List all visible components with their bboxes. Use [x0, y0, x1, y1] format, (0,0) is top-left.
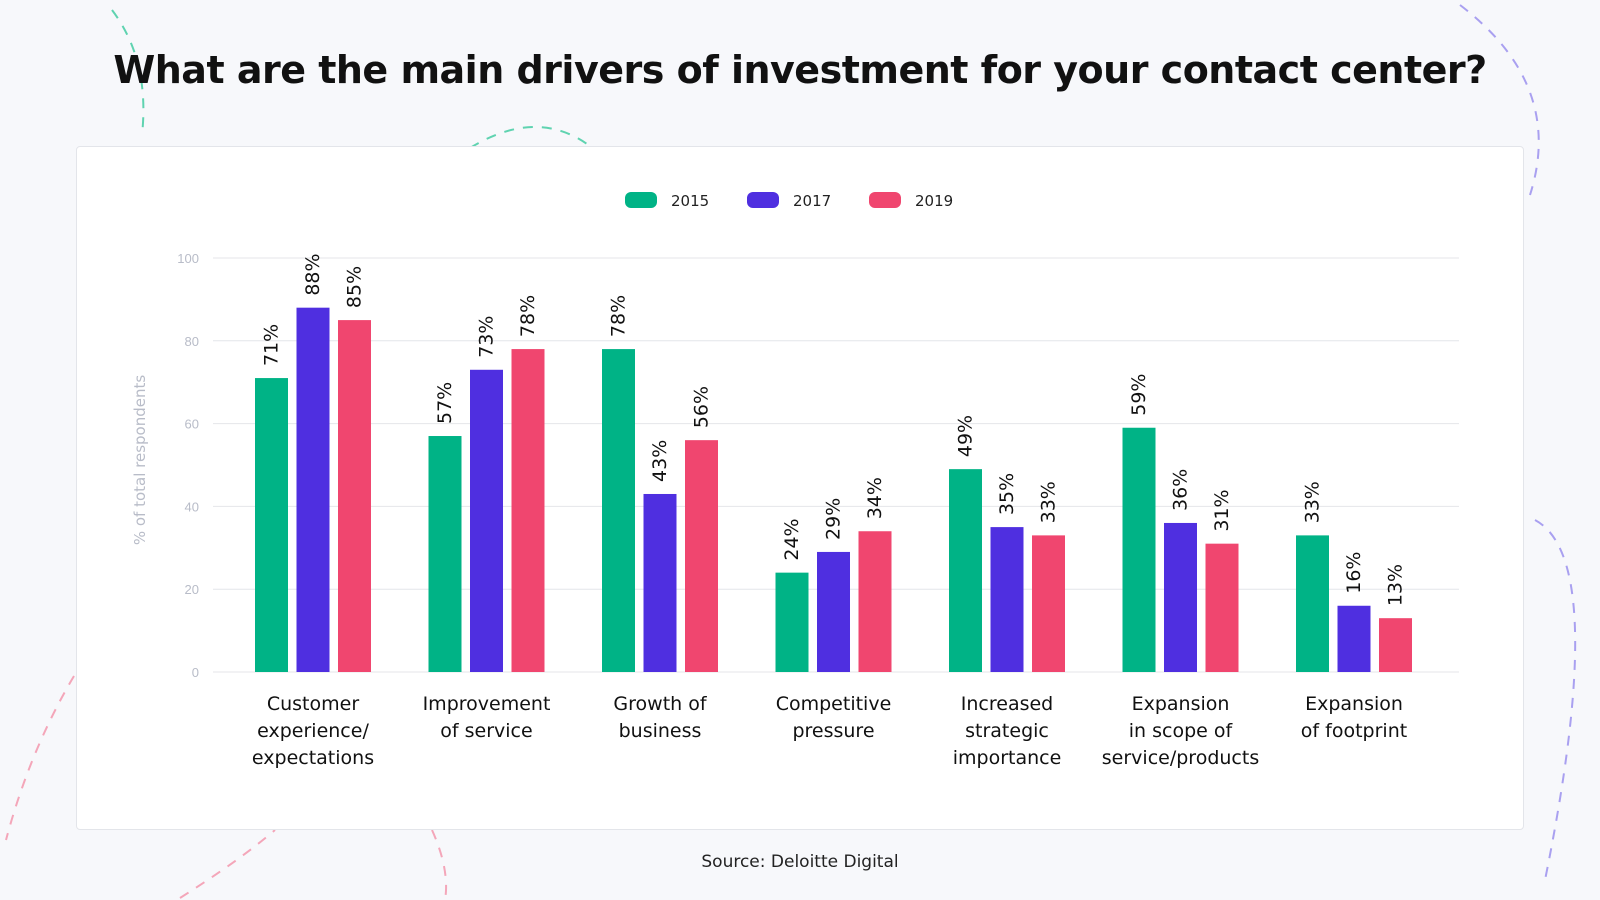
bar-2017-2: [643, 493, 677, 672]
bar-2019-6: [1379, 618, 1412, 672]
category-label-line: pressure: [792, 720, 874, 742]
bar-2015-5: [1122, 427, 1156, 672]
data-label: 13%: [1385, 564, 1407, 606]
category-label-line: service/products: [1102, 747, 1259, 769]
deco-curve-green: [111, 9, 145, 136]
legend-label-2017: 2017: [793, 192, 831, 210]
data-label: 35%: [996, 473, 1018, 515]
deco-curve-pink: [5, 675, 75, 841]
data-label: 43%: [649, 440, 671, 482]
bar-2019-4: [1032, 535, 1065, 672]
category-label-line: strategic: [965, 720, 1049, 742]
y-axis-label: % of total respondents: [131, 375, 149, 546]
data-label: 57%: [434, 382, 456, 424]
bar-2015-4: [949, 469, 982, 672]
bar-2017-3: [817, 551, 850, 672]
category-label: Expansion of footprint: [1301, 693, 1407, 742]
data-label: 16%: [1343, 552, 1365, 594]
bar-2017-0: [296, 307, 330, 672]
y-tick-label: 100: [177, 251, 199, 266]
deco-curve-purple: [1459, 4, 1540, 196]
category-label-line: expectations: [252, 747, 374, 769]
bar-2019-5: [1205, 543, 1239, 672]
y-tick-label: 20: [185, 582, 199, 597]
data-label: 31%: [1211, 489, 1233, 531]
bar-2019-1: [511, 349, 545, 672]
y-tick-label: 80: [185, 334, 199, 349]
source-note: Source: Deloitte Digital: [701, 852, 899, 872]
data-label: 33%: [1038, 481, 1060, 523]
data-label: 59%: [1128, 374, 1150, 416]
category-label-line: Increased: [961, 693, 1053, 715]
bar-2015-0: [255, 378, 288, 672]
data-label: 85%: [344, 266, 366, 308]
category-label-line: Expansion: [1132, 693, 1230, 715]
category-label: Increased strategic importance: [953, 693, 1062, 769]
data-label: 88%: [302, 253, 324, 295]
category-label-line: Competitive: [776, 693, 892, 715]
deco-curve-pink-lower: [431, 829, 448, 900]
data-label: 24%: [781, 518, 803, 560]
bar-chart: 0 20 40 60 80 100 % of total respondents 2015 20…: [131, 192, 1459, 769]
data-label: 34%: [864, 477, 886, 519]
bar-2015-6: [1296, 535, 1329, 672]
bar-2019-2: [685, 440, 718, 672]
chart-card: 0 20 40 60 80 100 % of total respondents 2015 20…: [76, 146, 1524, 830]
bar-2017-1: [470, 369, 503, 672]
deco-curve-purple-bottom: [1534, 519, 1577, 881]
bar-2015-1: [428, 436, 462, 672]
data-label: 56%: [691, 386, 713, 428]
deco-curve-pink-bottom: [179, 829, 276, 899]
y-tick-label: 0: [192, 665, 199, 680]
deco-curve-green-top: [469, 126, 596, 151]
y-tick-label: 60: [185, 417, 199, 432]
category-label-line: of footprint: [1301, 720, 1407, 742]
bar-2017-4: [990, 527, 1024, 672]
category-label-line: Customer: [267, 693, 359, 715]
legend-swatch-2019: [869, 192, 901, 208]
bar-2019-0: [338, 320, 371, 672]
legend-label-2019: 2019: [915, 192, 953, 210]
category-label-line: in scope of: [1129, 720, 1234, 742]
category-label: Improvement of service: [423, 693, 551, 742]
bar-2015-2: [602, 349, 635, 672]
bar-2019-3: [858, 531, 892, 672]
category-label-line: of service: [440, 720, 532, 742]
category-label-line: importance: [953, 747, 1062, 769]
data-label: 36%: [1170, 469, 1192, 511]
data-label: 71%: [261, 324, 283, 366]
legend-swatch-2017: [747, 192, 779, 208]
category-label-line: Improvement: [423, 693, 551, 715]
category-label: Competitive pressure: [776, 693, 892, 742]
category-label: Growth of business: [613, 693, 707, 742]
legend-label-2015: 2015: [671, 192, 709, 210]
category-label: Customer experience/expectations: [252, 693, 374, 769]
data-label: 78%: [517, 295, 539, 337]
category-label: Expansion in scope of service/products: [1102, 693, 1259, 769]
legend-swatch-2015: [625, 192, 657, 208]
category-label-line: experience/: [257, 720, 369, 742]
data-label: 49%: [955, 415, 977, 457]
data-label: 73%: [476, 316, 498, 358]
y-tick-label: 40: [185, 499, 199, 514]
data-label: 78%: [608, 295, 630, 337]
bar-2017-6: [1337, 605, 1371, 672]
data-label: 29%: [823, 498, 845, 540]
category-label-line: business: [619, 720, 702, 742]
category-label-line: Expansion: [1305, 693, 1403, 715]
category-label-line: Growth of: [613, 693, 707, 715]
page-title: What are the main drivers of investment …: [113, 48, 1487, 92]
data-label: 33%: [1302, 481, 1324, 523]
bar-2015-3: [775, 572, 809, 672]
bar-2017-5: [1164, 522, 1197, 672]
